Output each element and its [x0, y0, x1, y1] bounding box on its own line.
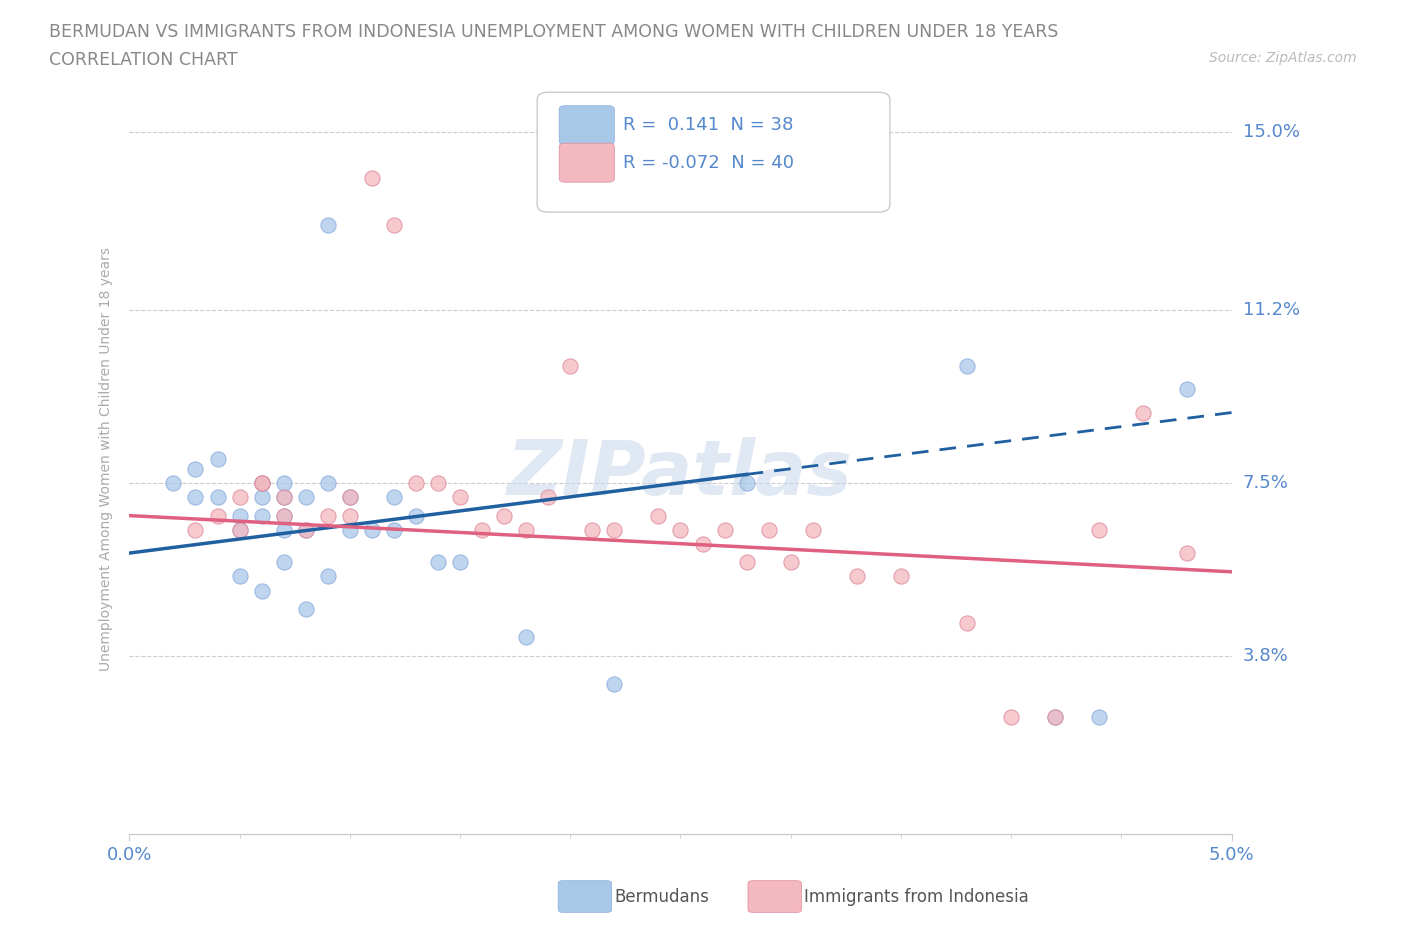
Point [515, 630, 537, 644]
Text: ZIPatlas: ZIPatlas [508, 437, 853, 512]
Point [184, 523, 207, 538]
Point [405, 475, 427, 490]
Point [405, 508, 427, 523]
Point [779, 555, 801, 570]
Point [603, 523, 626, 538]
FancyBboxPatch shape [560, 143, 614, 182]
Point [1177, 381, 1199, 396]
Text: 3.8%: 3.8% [1243, 647, 1288, 665]
Point [382, 489, 405, 504]
Point [273, 555, 295, 570]
Point [250, 475, 273, 490]
Point [339, 489, 361, 504]
Point [294, 489, 316, 504]
Point [515, 523, 537, 538]
Point [316, 475, 339, 490]
Point [713, 523, 735, 538]
Point [382, 218, 405, 232]
Point [273, 475, 295, 490]
Point [294, 523, 316, 538]
Point [647, 508, 669, 523]
Text: Bermudans: Bermudans [614, 887, 709, 906]
Text: CORRELATION CHART: CORRELATION CHART [49, 51, 238, 69]
Point [273, 523, 295, 538]
Point [184, 489, 207, 504]
Point [316, 508, 339, 523]
Point [207, 508, 229, 523]
Point [758, 523, 780, 538]
Point [426, 555, 449, 570]
Point [294, 602, 316, 617]
Point [228, 523, 250, 538]
Point [250, 475, 273, 490]
Point [845, 569, 868, 584]
Point [449, 489, 471, 504]
Point [339, 489, 361, 504]
Point [360, 171, 382, 186]
Point [228, 523, 250, 538]
Text: 7.5%: 7.5% [1243, 473, 1288, 492]
Point [316, 569, 339, 584]
FancyBboxPatch shape [560, 106, 614, 145]
Y-axis label: Unemployment Among Women with Children Under 18 years: Unemployment Among Women with Children U… [100, 247, 114, 671]
Point [228, 508, 250, 523]
Point [494, 508, 516, 523]
Point [382, 523, 405, 538]
Point [273, 508, 295, 523]
Point [801, 523, 824, 538]
Point [1088, 710, 1111, 724]
Point [471, 523, 494, 538]
Text: Source: ZipAtlas.com: Source: ZipAtlas.com [1209, 51, 1357, 65]
Point [669, 523, 692, 538]
Text: 11.2%: 11.2% [1243, 300, 1299, 319]
Point [692, 537, 714, 551]
Point [250, 489, 273, 504]
Point [426, 475, 449, 490]
Point [1132, 405, 1154, 420]
Point [316, 218, 339, 232]
Point [1177, 546, 1199, 561]
FancyBboxPatch shape [537, 92, 890, 212]
Point [735, 555, 758, 570]
Point [250, 508, 273, 523]
Point [339, 508, 361, 523]
Point [207, 452, 229, 467]
Point [273, 489, 295, 504]
Text: R = -0.072  N = 40: R = -0.072 N = 40 [623, 153, 794, 172]
Point [956, 616, 979, 631]
Text: 15.0%: 15.0% [1243, 123, 1299, 140]
Point [273, 489, 295, 504]
Point [1088, 523, 1111, 538]
Point [1045, 710, 1067, 724]
Text: BERMUDAN VS IMMIGRANTS FROM INDONESIA UNEMPLOYMENT AMONG WOMEN WITH CHILDREN UND: BERMUDAN VS IMMIGRANTS FROM INDONESIA UN… [49, 23, 1059, 41]
Point [294, 523, 316, 538]
Point [603, 677, 626, 692]
Point [250, 475, 273, 490]
Point [207, 489, 229, 504]
Point [537, 489, 560, 504]
Point [228, 489, 250, 504]
Point [228, 569, 250, 584]
Point [1000, 710, 1022, 724]
Point [735, 475, 758, 490]
Point [581, 523, 603, 538]
Point [360, 523, 382, 538]
Point [449, 555, 471, 570]
Text: Immigrants from Indonesia: Immigrants from Indonesia [804, 887, 1029, 906]
Text: R =  0.141  N = 38: R = 0.141 N = 38 [623, 116, 793, 134]
Point [339, 523, 361, 538]
Point [250, 583, 273, 598]
Point [956, 358, 979, 373]
Point [184, 461, 207, 476]
Point [1045, 710, 1067, 724]
Point [162, 475, 184, 490]
Point [273, 508, 295, 523]
Point [890, 569, 912, 584]
Point [560, 358, 582, 373]
